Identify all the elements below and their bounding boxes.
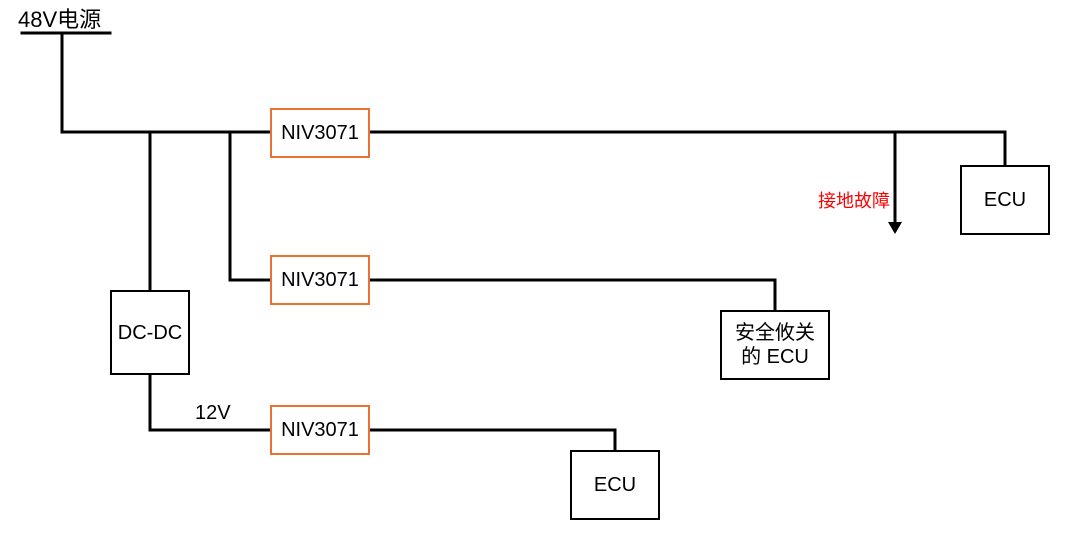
- node-ecu_top: ECU: [960, 165, 1050, 235]
- node-label: DC-DC: [118, 321, 182, 345]
- node-dcdc: DC-DC: [110, 290, 190, 375]
- node-label: ECU: [594, 473, 636, 497]
- ground-fault-arrow-head-icon: [888, 222, 902, 234]
- ground-fault-label: 接地故障: [818, 187, 890, 213]
- node-ecu_bot: ECU: [570, 450, 660, 520]
- node-niv_a: NIV3071: [270, 108, 370, 158]
- node-niv_c: NIV3071: [270, 405, 370, 455]
- diagram-stage: DC-DC NIV3071 NIV3071 NIV3071 ECU 安全攸关 的 ECU E…: [0, 0, 1080, 535]
- wire-layer: [0, 0, 1080, 535]
- node-label: ECU: [984, 188, 1026, 212]
- node-label: NIV3071: [281, 418, 359, 442]
- node-niv_b: NIV3071: [270, 255, 370, 305]
- node-label: NIV3071: [281, 268, 359, 292]
- node-ecu_mid: 安全攸关 的 ECU: [720, 310, 830, 380]
- power-source-label: 48V电源: [18, 2, 101, 34]
- node-label: 安全攸关 的 ECU: [735, 321, 815, 369]
- voltage-12v-label: 12V: [195, 402, 231, 425]
- node-label: NIV3071: [281, 121, 359, 145]
